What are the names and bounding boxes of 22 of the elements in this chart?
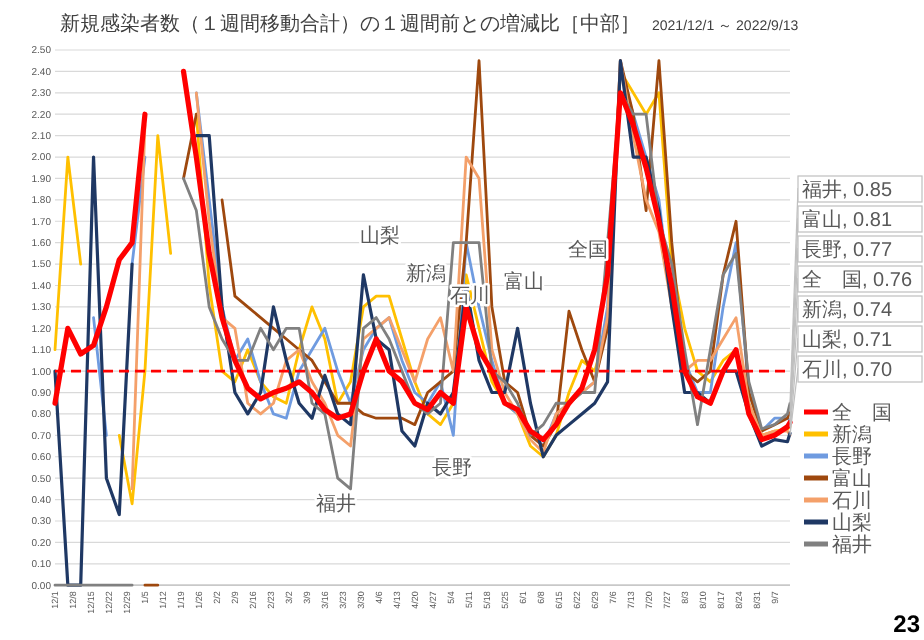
annotation: 長野, 0.77 <box>802 240 893 262</box>
legend-label: 福井 <box>832 533 872 557</box>
annotation: 全国 <box>568 238 608 262</box>
chart-title: 新規感染者数（１週間移動合計）の１週間前との増減比［中部］ <box>60 12 640 36</box>
annotation: 山梨 <box>360 224 400 248</box>
annotation: 富山 <box>504 270 544 294</box>
annotation: 福井, 0.85 <box>802 178 893 202</box>
legend-label: 富山 <box>832 467 872 491</box>
annotation: 新潟, 0.74 <box>802 298 893 322</box>
legend-label: 長野 <box>832 447 872 469</box>
annotation: 新潟 <box>406 262 446 286</box>
annotation: 長野 <box>432 458 472 480</box>
annotation: 全 国, 0.76 <box>802 268 913 292</box>
legend-label: 山梨 <box>832 511 872 535</box>
annotation: 山梨, 0.71 <box>802 328 893 352</box>
legend-label: 全 国 <box>832 401 892 425</box>
annotation: 富山, 0.81 <box>802 208 893 232</box>
legend-label: 新潟 <box>832 423 872 447</box>
annotation: 石川, 0.70 <box>802 358 893 382</box>
legend-label: 石川 <box>832 489 872 513</box>
text: 23 <box>893 610 921 638</box>
annotation: 福井 <box>316 492 356 516</box>
